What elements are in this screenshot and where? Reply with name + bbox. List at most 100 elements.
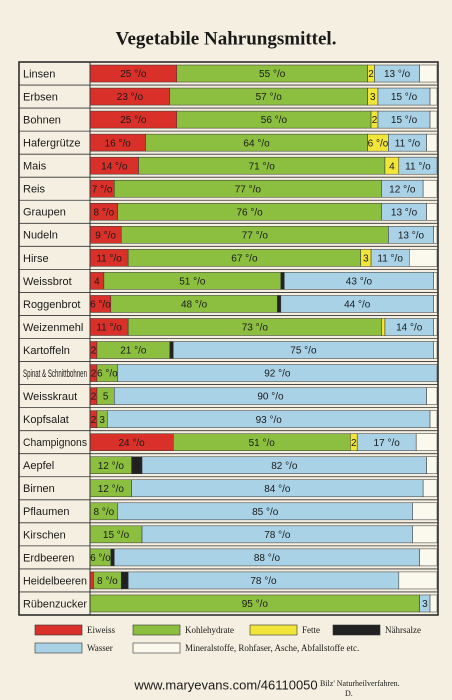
bar-segment — [381, 318, 386, 336]
value-label: 3 — [422, 599, 428, 610]
value-label: 43 °/o — [346, 277, 373, 288]
value-label: 13 °/o — [384, 69, 411, 80]
legend-label: Kohlehydrate — [185, 625, 234, 635]
bar-segment — [277, 295, 282, 313]
value-label: 13 °/o — [391, 207, 418, 218]
bar-segment — [433, 295, 438, 313]
value-label: 2 — [351, 438, 357, 449]
value-label: 5 — [103, 392, 109, 403]
legend-label: Nährsalze — [385, 625, 421, 635]
category-label: Roggenbrot — [23, 299, 81, 311]
category-label: Erbsen — [23, 91, 58, 103]
value-label: 93 °/o — [256, 415, 283, 426]
value-label: 71 °/o — [249, 161, 276, 172]
chart-body: 25 °/o 55 °/o 2 13 °/o Linsen 23 °/o 5 7 °/o 3 15… — [19, 62, 438, 654]
bar-segment — [429, 594, 438, 613]
bar-segment — [429, 110, 438, 129]
value-label: 51 °/o — [249, 438, 276, 449]
category-label: Hafergrütze — [23, 138, 80, 150]
category-label: Weisskraut — [23, 391, 77, 403]
value-label: 14 °/o — [101, 161, 128, 172]
value-label: 11 °/o — [96, 253, 122, 264]
legend-swatch — [132, 624, 181, 636]
value-label: 64 °/o — [243, 138, 270, 149]
mark: D. — [345, 689, 353, 698]
legend-label: Fette — [302, 625, 320, 635]
value-label: 51 °/o — [179, 277, 206, 288]
legend-label: Wasser — [87, 643, 113, 653]
bar-segment — [110, 548, 115, 567]
value-label: 25 °/o — [120, 115, 147, 126]
value-label: 77 °/o — [242, 230, 269, 241]
value-label: 2 — [91, 369, 97, 380]
value-label: 3 — [99, 415, 105, 426]
bar-segment — [429, 410, 438, 428]
value-label: 15 °/o — [103, 530, 130, 541]
value-label: 4 — [94, 277, 100, 288]
value-label: 15 °/o — [391, 92, 418, 103]
legend-label: Eiweiss — [87, 625, 115, 635]
value-label: 3 — [134, 461, 140, 472]
category-label: Weizenmehl — [23, 322, 83, 334]
legend-swatch — [132, 642, 181, 654]
category-label: Erdbeeren — [23, 552, 74, 564]
category-label: Birnen — [23, 483, 55, 495]
value-label: 73 °/o — [242, 323, 269, 334]
value-label: 3 — [363, 253, 369, 264]
value-label: 14 °/o — [396, 323, 423, 334]
category-label: Graupen — [23, 207, 66, 219]
value-label: 85 °/o — [252, 507, 279, 518]
value-label: 78 °/o — [250, 576, 277, 587]
value-label: 44 °/o — [344, 300, 371, 311]
value-label: 17 °/o — [374, 438, 401, 449]
category-label: Linsen — [23, 68, 55, 80]
legend-swatch — [34, 624, 83, 636]
credit: www.maryevans.com/46110050 — [133, 677, 317, 692]
value-label: 88 °/o — [254, 553, 281, 564]
category-label: Pflaumen — [23, 506, 69, 518]
category-label: Kopfsalat — [23, 414, 69, 426]
value-label: 7 °/o — [92, 184, 113, 195]
category-label: Weissbrot — [23, 276, 72, 288]
legend-swatch — [249, 624, 298, 636]
category-label: Kirschen — [23, 529, 66, 541]
value-label: 6 °/o — [90, 553, 111, 564]
bar-segment — [429, 87, 438, 106]
bar-segment — [89, 571, 94, 590]
value-label: 6 °/o — [90, 300, 111, 311]
legend-label: Mineralstoffe, Rohfaser, Asche, Abfallst… — [185, 643, 359, 653]
value-label: 11 °/o — [96, 323, 122, 334]
value-label: 75 °/o — [290, 346, 317, 357]
value-label: 4 — [389, 161, 395, 172]
bar-segment — [433, 272, 438, 290]
bar-segment — [398, 571, 438, 590]
category-label: Reis — [23, 184, 46, 196]
bar-segment — [419, 548, 438, 567]
category-label: Bohnen — [23, 115, 61, 127]
value-label: 13 °/o — [398, 230, 425, 241]
value-label: 8 °/o — [94, 507, 115, 518]
bar-segment — [169, 341, 174, 359]
category-label: Rübenzucker — [23, 598, 87, 610]
value-label: 55 °/o — [259, 69, 286, 80]
value-label: 92 °/o — [264, 369, 291, 380]
legend-swatch — [34, 642, 83, 654]
bar-segment — [426, 387, 438, 405]
value-label: 23 °/o — [117, 92, 144, 103]
value-label: 11 °/o — [377, 253, 403, 264]
category-label: Champignons — [23, 437, 87, 449]
value-label: 8 °/o — [97, 576, 118, 587]
bar-segment — [433, 318, 438, 336]
value-label: 2 — [91, 346, 97, 357]
bar-segment — [433, 226, 438, 244]
source: Bilz' Naturheilverfahren. — [320, 679, 400, 688]
value-label: 76 °/o — [236, 207, 263, 218]
category-label: Spinat & Schnittbohnen — [23, 368, 87, 380]
value-label: 24 °/o — [119, 438, 146, 449]
value-label: 12 °/o — [389, 184, 416, 195]
value-label: 11 °/o — [405, 161, 431, 172]
bar-segment — [433, 341, 438, 359]
value-label: 12 °/o — [98, 461, 125, 472]
value-label: 12 °/o — [98, 484, 125, 495]
